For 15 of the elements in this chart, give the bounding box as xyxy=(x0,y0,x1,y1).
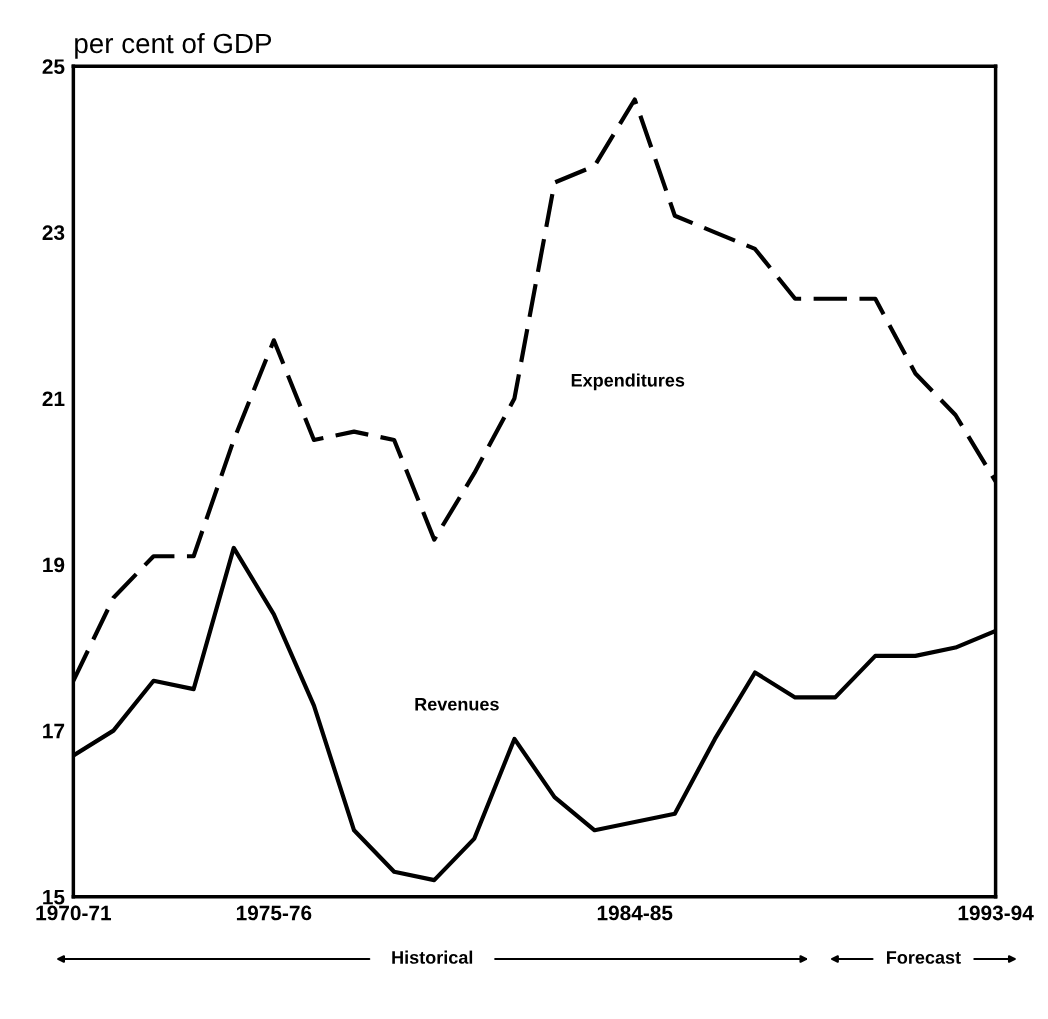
x-tick-label: 1970-71 xyxy=(36,905,112,921)
y-tick-label: 19 xyxy=(43,557,65,573)
y-tick-label: 25 xyxy=(42,59,65,74)
text: Historical xyxy=(392,950,473,964)
y-tick-label: 17 xyxy=(43,723,65,739)
y-tick-label: 23 xyxy=(42,225,65,241)
x-tick-label: 1993-94 xyxy=(958,905,1034,921)
y-axis-title: per cent of GDP xyxy=(75,32,272,59)
text: Forecast xyxy=(887,951,961,964)
text: Expenditures xyxy=(571,373,685,391)
series-label: Revenues xyxy=(415,697,499,711)
y-tick-label: 15 xyxy=(43,889,65,905)
y-tick-label: 21 xyxy=(42,391,65,406)
x-tick-label: 1984-85 xyxy=(597,905,673,921)
x-tick-label: 1975-76 xyxy=(236,905,312,921)
